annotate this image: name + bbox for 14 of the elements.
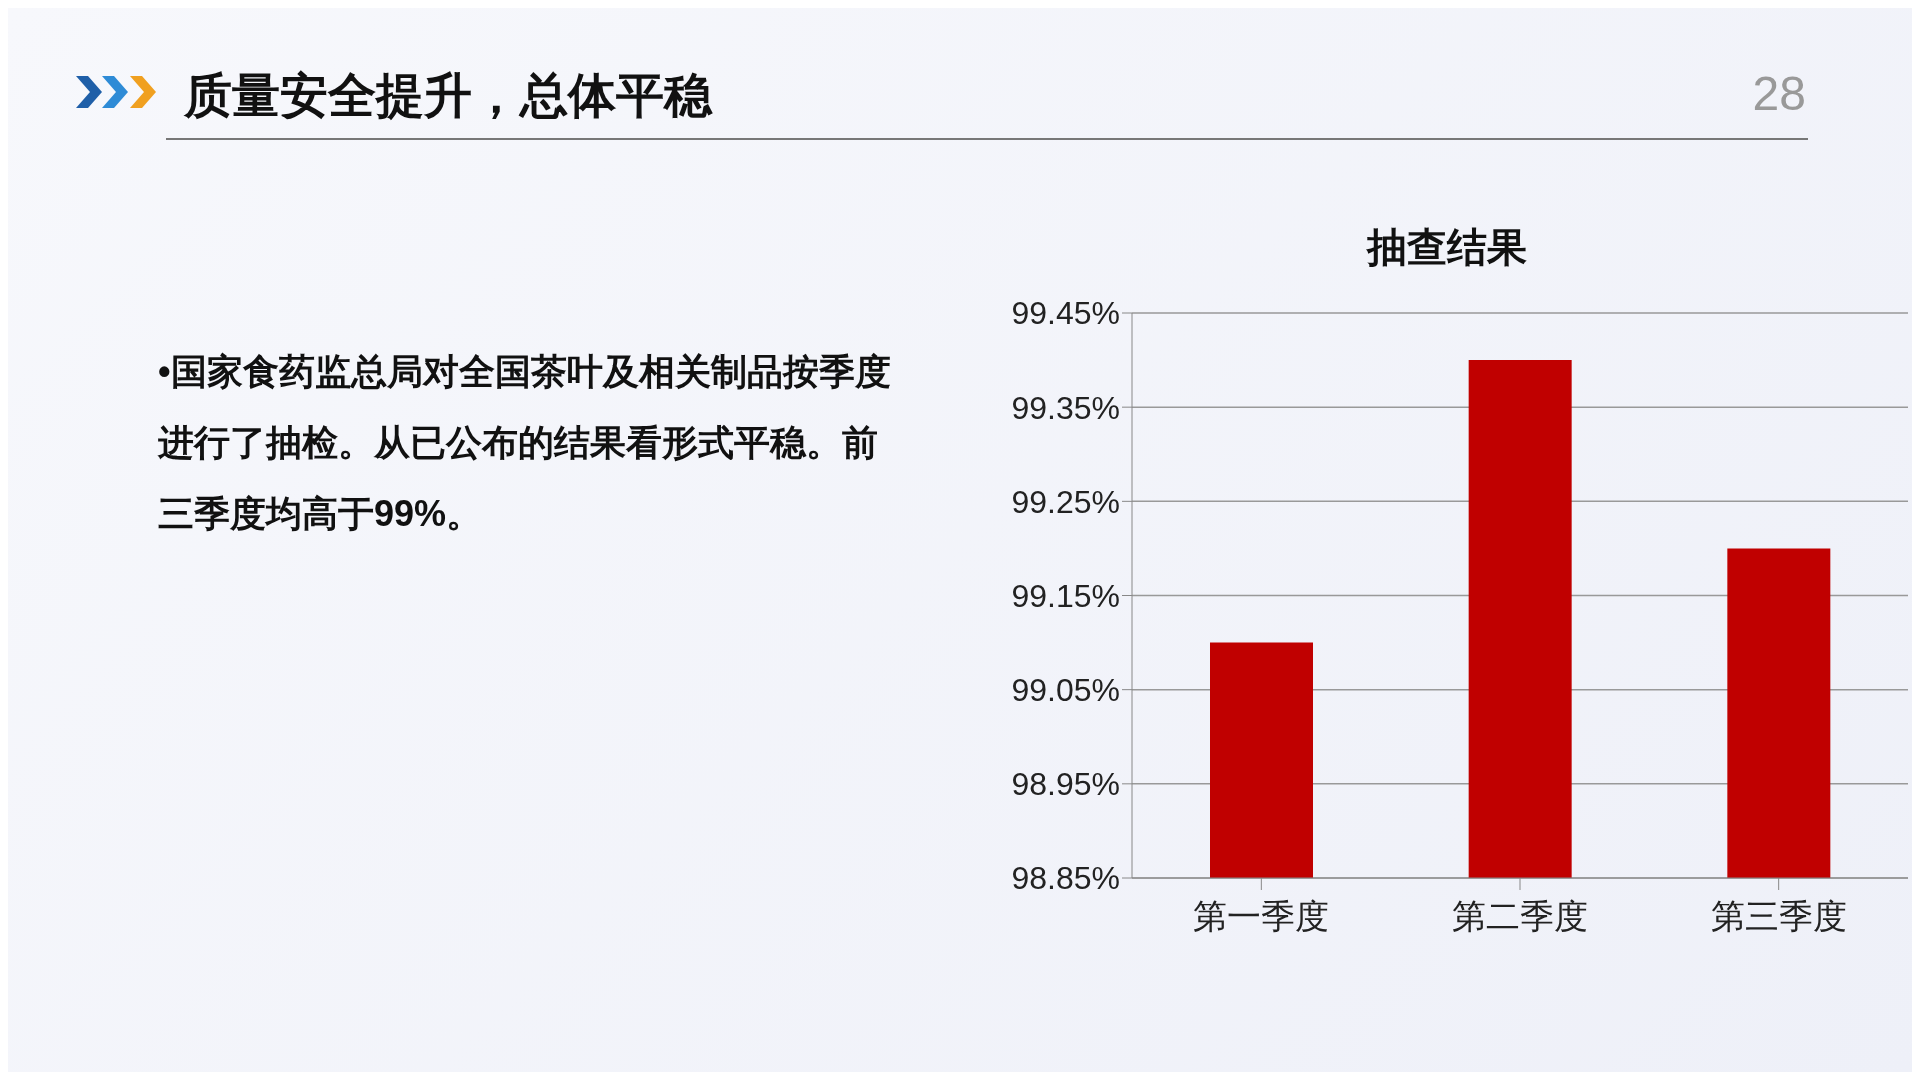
y-tick-label: 99.15%: [1011, 577, 1120, 614]
text: •国家食药监总局对全国茶叶及相关制品按季度进行了抽检。从已公布的结果看形式平稳。前三季度均高于99%。: [158, 350, 892, 536]
y-tick-label: 99.35%: [1011, 389, 1120, 426]
y-tick-label: 98.85%: [1011, 860, 1120, 897]
chart-title: 抽查结果: [1365, 224, 1528, 271]
y-tick-label: 99.05%: [1011, 672, 1120, 709]
x-tick-label: 第三季度: [1710, 897, 1847, 936]
y-tick-label: 99.25%: [1011, 483, 1120, 520]
x-tick-label: 第二季度: [1452, 897, 1588, 936]
y-tick-label: 99.45%: [1011, 295, 1120, 332]
text: 质量安全提升，总体平稳: [184, 68, 712, 124]
y-tick-label: 98.95%: [1011, 766, 1120, 803]
x-tick-label: 第一季度: [1193, 897, 1330, 936]
text: 28: [1752, 66, 1806, 121]
